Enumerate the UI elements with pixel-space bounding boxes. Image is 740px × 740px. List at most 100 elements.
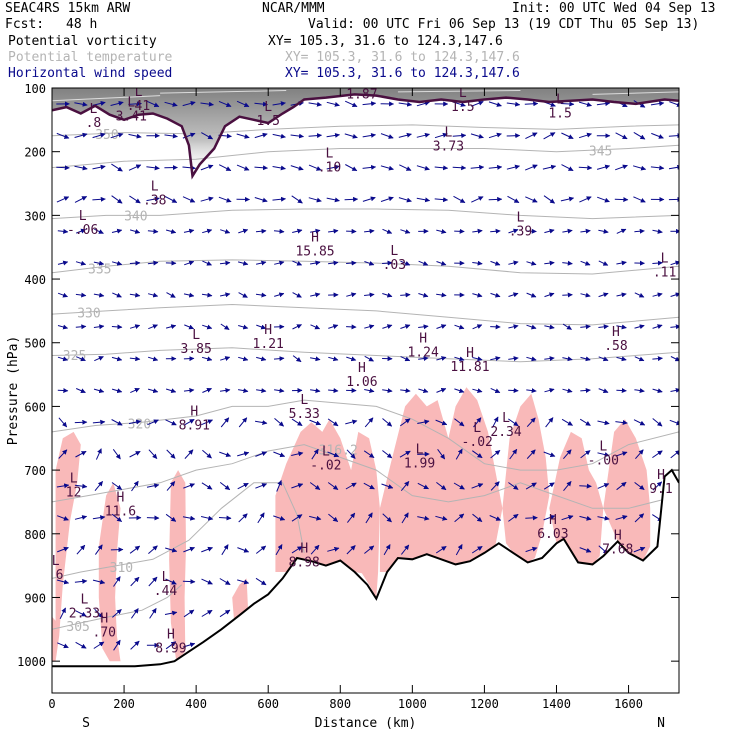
wind-arrow: [526, 324, 537, 330]
wind-arrow: [615, 420, 628, 426]
wind-arrow: [326, 132, 340, 138]
wind-arrow: [146, 100, 160, 108]
wind-arrow: [292, 292, 302, 298]
wind-arrow: [525, 164, 538, 171]
forecast-label: Fcst:: [5, 17, 45, 32]
terrain-line: [52, 468, 679, 668]
wind-arrow: [346, 324, 357, 330]
wind-arrow: [92, 132, 106, 139]
wind-arrow: [291, 546, 303, 554]
wind-arrow: [417, 419, 430, 425]
wind-arrow: [490, 450, 501, 459]
wind-arrow: [616, 228, 627, 234]
wind-arrow: [56, 165, 70, 171]
wind-arrow: [526, 260, 537, 266]
wind-arrow: [74, 165, 88, 171]
theta-label-320: 320: [128, 417, 151, 432]
wind-arrow: [634, 481, 645, 491]
wind-arrow: [201, 356, 213, 362]
model-title: SEAC4RS 15km ARW: [5, 1, 131, 16]
wind-arrow: [129, 356, 141, 362]
wind-arrow: [597, 420, 610, 426]
y-tick-label: 600: [24, 400, 46, 414]
theta-contour-340: [52, 208, 679, 220]
end-label-south: S: [82, 716, 90, 731]
wind-arrow: [94, 356, 104, 362]
wind-arrow: [598, 260, 609, 266]
wind-arrow: [272, 196, 286, 202]
wind-arrow: [526, 417, 536, 428]
wind-arrow: [634, 292, 645, 298]
extremum-kind: L: [473, 421, 481, 436]
wind-arrow: [166, 292, 176, 298]
wind-arrow: [470, 164, 485, 170]
extremum-kind: L: [459, 86, 467, 101]
wind-arrow: [202, 260, 212, 266]
extremum-value: 8.91: [179, 419, 210, 434]
wind-arrow: [130, 576, 140, 587]
wind-arrow: [184, 260, 195, 266]
wind-arrow: [346, 449, 356, 459]
extremum-kind: L: [326, 147, 334, 162]
wind-arrow: [75, 292, 87, 298]
extremum-kind: L: [661, 252, 669, 267]
wind-arrow: [129, 195, 141, 204]
extremum-value: .38: [143, 194, 166, 209]
wind-arrow: [488, 101, 502, 107]
x-tick-label: 400: [185, 697, 207, 711]
wind-arrow: [92, 579, 106, 585]
wind-arrow: [220, 229, 231, 234]
wind-arrow: [635, 449, 644, 460]
wind-arrow: [238, 324, 249, 330]
wind-arrow: [472, 228, 483, 234]
wind-arrow: [399, 450, 411, 458]
wind-arrow: [596, 164, 611, 170]
wind-arrow: [416, 100, 430, 107]
wind-arrow: [471, 483, 484, 489]
wind-arrow: [326, 101, 340, 107]
wind-arrow: [147, 260, 159, 266]
wind-arrow: [111, 324, 123, 330]
wind-arrow: [112, 609, 122, 618]
x-axis-label: Distance (km): [315, 716, 417, 731]
wind-arrow: [255, 545, 267, 554]
wind-arrow: [219, 482, 231, 491]
wind-arrow: [454, 324, 465, 330]
wind-arrow: [291, 451, 304, 457]
wind-arrow: [327, 418, 339, 427]
wind-arrow: [237, 579, 250, 585]
wind-arrow: [111, 419, 123, 426]
plot-frame: [51, 87, 680, 694]
wind-arrow: [110, 132, 124, 139]
wind-arrow: [417, 515, 430, 521]
wind-arrow: [183, 609, 195, 618]
extremum-value: -.00: [588, 454, 619, 469]
tropopause-contour: [52, 93, 679, 180]
wind-arrow: [472, 513, 483, 522]
extremum-kind: L: [52, 554, 60, 569]
wind-arrow: [436, 482, 447, 491]
wind-arrow: [236, 164, 250, 171]
wind-arrow: [76, 228, 86, 234]
wind-arrow: [344, 133, 358, 139]
wind-arrow: [400, 388, 411, 394]
wind-arrow: [472, 450, 483, 459]
wind-arrow: [238, 388, 249, 394]
wind-arrow: [166, 481, 176, 491]
wind-arrow: [309, 482, 321, 491]
wind-arrow: [615, 515, 628, 520]
field-xy-pv: XY= 105.3, 31.6 to 124.3,147.6: [268, 34, 503, 49]
extremum-kind: L: [135, 85, 143, 100]
wind-arrow: [165, 547, 178, 553]
theta-contour-305: [52, 584, 183, 630]
wind-arrow: [580, 450, 591, 459]
theta-label-310: 310: [110, 561, 133, 576]
wind-arrow: [562, 292, 573, 298]
wind-arrow: [435, 545, 447, 554]
wind-arrow: [544, 387, 555, 393]
extremum-kind: H: [264, 323, 272, 338]
wind-arrow: [310, 544, 320, 555]
wind-arrow: [578, 165, 593, 171]
extremum-kind: L: [90, 102, 98, 117]
wind-arrow: [561, 132, 574, 139]
